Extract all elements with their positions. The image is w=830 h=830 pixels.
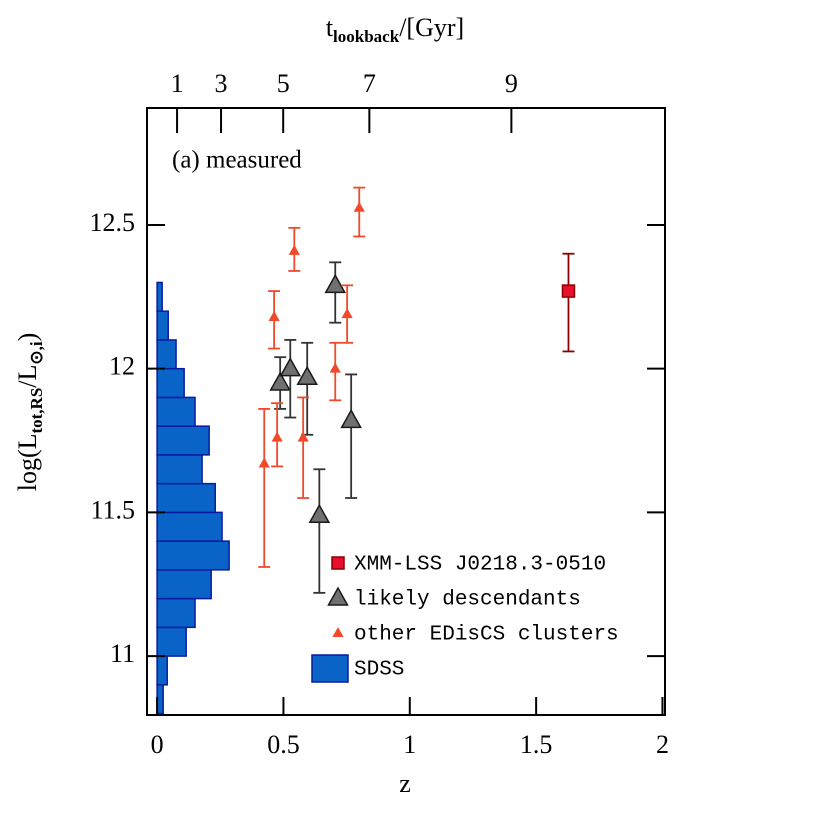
annotation: (a) measured <box>172 147 302 174</box>
y-label-part: log(L <box>13 434 42 492</box>
legend-marker <box>327 586 349 606</box>
legend-marker <box>332 626 344 637</box>
data-point <box>279 357 302 377</box>
x-tick-label: 2 <box>656 730 669 759</box>
y-label-part: ⊙,i <box>27 341 46 364</box>
legend-marker <box>331 556 345 570</box>
legend-label: other EDisCS clusters <box>354 624 619 647</box>
histogram-bar <box>156 569 212 600</box>
top-tick-label: 5 <box>277 69 290 98</box>
data-point <box>288 244 300 255</box>
x-tick-label: 0 <box>151 730 164 759</box>
top-tick-label: 1 <box>171 69 184 98</box>
data-point <box>297 431 309 442</box>
error-bar <box>345 373 358 499</box>
data-point <box>308 503 331 524</box>
legend-marker <box>311 654 349 683</box>
top-tick-label: 3 <box>215 69 228 98</box>
x-axis-label: z <box>399 769 411 798</box>
legend-label: SDSS <box>354 659 404 682</box>
top-axis-label: tlookback/[Gyr] <box>326 13 464 46</box>
histogram-bar <box>156 310 169 341</box>
histogram-bar <box>156 511 223 542</box>
data-point <box>296 365 318 386</box>
x-tick-label: 1 <box>403 730 416 759</box>
data-point <box>561 284 576 298</box>
error-bar <box>313 468 326 594</box>
error-bar <box>258 408 271 568</box>
y-tick-label: 11.5 <box>90 495 135 524</box>
data-point <box>340 408 362 429</box>
y-tick-label: 12 <box>109 352 135 381</box>
top-tick-label: 9 <box>505 69 518 98</box>
histogram-bar <box>156 281 163 312</box>
error-bar <box>353 186 366 238</box>
y-axis-label: log(Ltot,RS/L⊙,i) <box>13 333 46 492</box>
histogram-bar <box>156 339 177 370</box>
histogram-bar <box>156 655 168 686</box>
histogram-bar <box>156 482 216 514</box>
y-label-part: /L <box>13 365 42 388</box>
error-bar <box>284 339 297 419</box>
histogram-bar <box>156 626 187 657</box>
histogram-bar <box>156 396 196 427</box>
histogram-bar <box>156 425 210 456</box>
data-point <box>271 431 283 442</box>
plot-frame <box>146 107 666 716</box>
legend-label: XMM-LSS J0218.3-0510 <box>354 554 606 577</box>
top-label-part: /[Gyr] <box>399 13 464 42</box>
x-tick-label: 1.5 <box>520 730 553 759</box>
error-bar <box>297 396 310 499</box>
y-label-part: ) <box>13 333 42 342</box>
data-point <box>329 362 341 373</box>
histogram-bar <box>156 367 185 399</box>
data-point <box>324 273 347 294</box>
x-tick-label: 0.5 <box>267 730 300 759</box>
data-point <box>269 371 291 391</box>
data-point <box>341 308 353 319</box>
top-label-part: t <box>326 13 334 42</box>
data-point <box>353 201 365 212</box>
y-tick-label: 12.5 <box>90 208 136 237</box>
histogram-bar <box>156 454 203 485</box>
legend-label: likely descendants <box>354 589 581 612</box>
histogram-bar <box>156 597 196 629</box>
y-label-part: tot,RS <box>27 388 46 434</box>
histogram-bar <box>156 540 230 571</box>
data-point <box>268 310 280 321</box>
data-point <box>258 457 270 468</box>
error-bar <box>562 252 575 353</box>
y-tick-label: 11 <box>110 639 135 668</box>
top-tick-label: 7 <box>363 69 376 98</box>
top-label-part: lookback <box>333 27 400 46</box>
